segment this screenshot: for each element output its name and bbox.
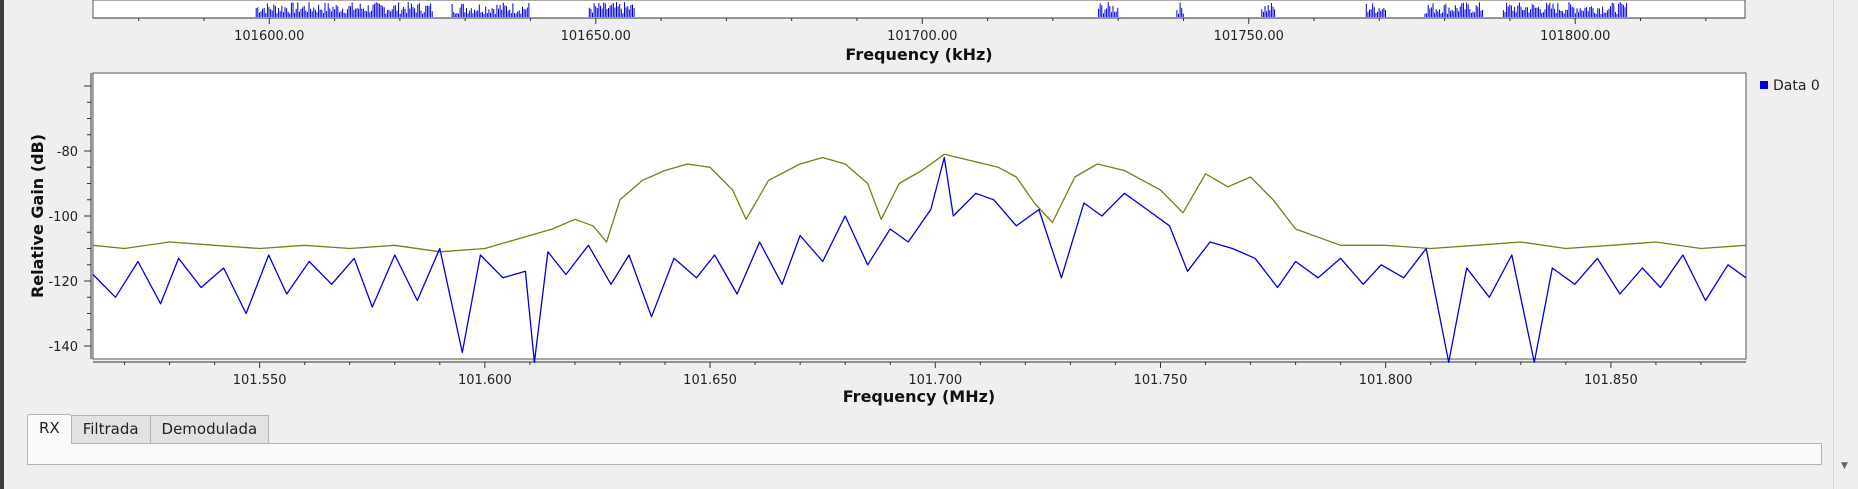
top-x-tick-label: 101800.00 bbox=[1540, 29, 1610, 44]
top-plot: 101600.00 101650.00 101700.00 101750.00 1018… bbox=[92, 0, 1746, 64]
top-spike-band bbox=[1365, 3, 1386, 17]
tab-content-panel bbox=[27, 443, 1822, 465]
window-left-edge bbox=[0, 0, 4, 489]
x-tick-label: 101.700 bbox=[908, 373, 962, 388]
top-spike-band bbox=[588, 2, 635, 17]
top-spike-bands bbox=[255, 2, 1628, 17]
legend-label: Data 0 bbox=[1773, 78, 1820, 94]
y-tick-label: -80 bbox=[57, 145, 78, 160]
x-tick-label: 101.550 bbox=[233, 373, 287, 388]
tab-rx[interactable]: RX bbox=[27, 414, 72, 444]
x-tick-label: 101.650 bbox=[683, 373, 737, 388]
chart-area: 101600.00 101650.00 101700.00 101750.00 1018… bbox=[28, 0, 1820, 406]
top-x-tick-label: 101700.00 bbox=[887, 29, 957, 44]
vertical-scrollbar[interactable]: ▼ bbox=[1833, 0, 1858, 489]
y-tick-label: -120 bbox=[48, 275, 78, 290]
top-x-axis: 101600.00 101650.00 101700.00 101750.00 1018… bbox=[93, 17, 1745, 44]
top-spike-band bbox=[1261, 3, 1276, 17]
top-x-axis-label: Frequency (kHz) bbox=[845, 45, 992, 64]
top-x-tick-label: 101750.00 bbox=[1214, 29, 1284, 44]
main-plot: -80-100-120-140 101.550 101.600 101.650 101… bbox=[28, 72, 1747, 406]
x-tick-label: 101.800 bbox=[1359, 373, 1413, 388]
top-x-tick-label: 101650.00 bbox=[561, 29, 631, 44]
top-x-tick-label: 101600.00 bbox=[234, 29, 304, 44]
y-axis-label: Relative Gain (dB) bbox=[28, 134, 47, 298]
tab-filtrada[interactable]: Filtrada bbox=[70, 415, 151, 443]
legend[interactable]: Data 0 bbox=[1760, 78, 1820, 94]
top-spike-band bbox=[1098, 2, 1119, 17]
y-axis: -80 -100 -120 -140 bbox=[48, 85, 91, 355]
series-line-data-0 bbox=[92, 156, 1747, 363]
main-plot-canvas bbox=[92, 72, 1747, 360]
x-axis-label: Frequency (MHz) bbox=[843, 387, 995, 406]
x-tick-label: 101.750 bbox=[1134, 373, 1188, 388]
series-lines bbox=[92, 153, 1747, 363]
y-tick-label: -140 bbox=[48, 340, 78, 355]
top-spike-band bbox=[1176, 2, 1184, 17]
legend-swatch bbox=[1760, 81, 1768, 89]
top-spike-band bbox=[1424, 2, 1484, 17]
top-spike-band bbox=[255, 2, 433, 17]
top-spike-band bbox=[1502, 2, 1628, 17]
scroll-down-arrow-icon[interactable]: ▼ bbox=[1841, 461, 1848, 471]
x-tick-label: 101.850 bbox=[1584, 373, 1638, 388]
top-spike-band bbox=[451, 2, 530, 17]
series-line-olive bbox=[92, 153, 1747, 253]
tab-demodulada[interactable]: Demodulada bbox=[149, 415, 270, 443]
tab-bar: RX Filtrada Demodulada bbox=[27, 414, 270, 444]
y-tick-label: -100 bbox=[48, 210, 78, 225]
x-axis: 101.550 101.600 101.650 101.700 101.750 101.8… bbox=[124, 362, 1702, 388]
x-tick-label: 101.600 bbox=[458, 373, 512, 388]
